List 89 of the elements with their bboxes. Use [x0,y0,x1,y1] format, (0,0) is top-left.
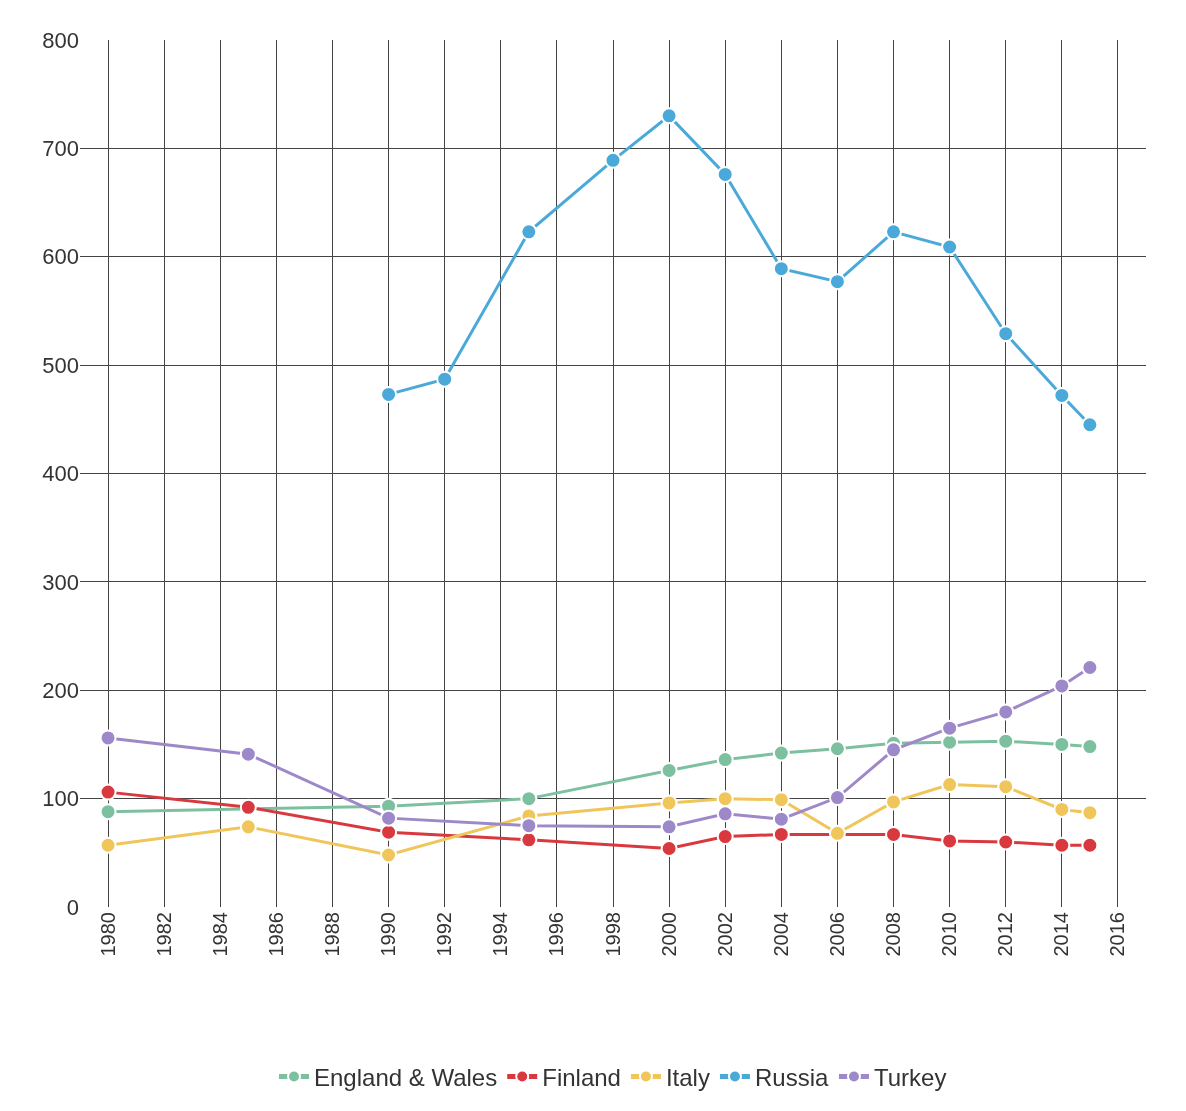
x-tick-label: 2000 [657,912,680,957]
point [99,783,117,801]
point [885,223,903,241]
point [772,810,790,828]
y-tick-label: 600 [42,244,79,270]
legend-label: Italy [665,1063,710,1091]
point [716,751,734,769]
point [941,776,959,794]
point [660,839,678,857]
point [772,825,790,843]
y-tick-label: 800 [42,27,79,53]
point [1081,416,1099,434]
y-tick-label: 0 [66,894,79,920]
point [660,107,678,125]
point [1053,386,1071,404]
x-tick-label: 1982 [152,912,175,957]
x-tick-label: 1992 [433,912,456,957]
point [885,825,903,843]
point [604,151,622,169]
point [660,761,678,779]
y-tick-label: 200 [42,677,79,703]
y-tick-label: 100 [42,786,79,812]
point [828,740,846,758]
x-tick-label: 1998 [601,912,624,957]
x-tick-label: 1996 [545,912,568,957]
point [1081,804,1099,822]
x-tick-label: 1986 [264,912,287,957]
point [1081,836,1099,854]
point [997,325,1015,343]
y-tick-label: 500 [42,352,79,378]
x-tick-label: 2014 [1050,912,1073,957]
x-tick-label: 2002 [713,912,736,957]
x-tick-label: 2012 [994,912,1017,957]
point [716,805,734,823]
y-tick-label: 700 [42,136,79,162]
point [941,238,959,256]
point [772,791,790,809]
point [239,818,257,836]
point [772,744,790,762]
point [239,745,257,763]
point [885,741,903,759]
legend-label: Turkey [873,1063,947,1091]
point [997,833,1015,851]
x-tick-label: 1980 [96,912,119,957]
point [716,828,734,846]
x-tick-label: 2004 [769,912,792,957]
point [520,790,538,808]
y-tick-label: 400 [42,461,79,487]
x-tick-label: 2008 [882,912,905,957]
point [828,824,846,842]
point [828,789,846,807]
point [660,818,678,836]
point [99,836,117,854]
point [380,809,398,827]
x-tick-label: 1988 [320,912,343,957]
point [716,790,734,808]
point [520,817,538,835]
point [716,165,734,183]
point [99,729,117,747]
x-tick-label: 2010 [938,912,961,957]
x-tick-label: 1984 [208,912,231,957]
point [1053,735,1071,753]
point [1053,800,1071,818]
point [997,778,1015,796]
point [772,260,790,278]
point [997,732,1015,750]
point [520,223,538,241]
point [239,798,257,816]
point [828,273,846,291]
y-tick-label: 300 [42,569,79,595]
point [1053,677,1071,695]
point [885,793,903,811]
point [436,370,454,388]
legend-label: Russia [754,1063,829,1091]
legend-label: Finland [542,1063,621,1091]
point [99,803,117,821]
point [941,832,959,850]
x-tick-label: 1990 [377,912,400,957]
point [1053,836,1071,854]
x-tick-label: 2006 [825,912,848,957]
point [520,831,538,849]
point [997,703,1015,721]
point [941,719,959,737]
x-tick-label: 2016 [1106,912,1129,957]
x-tick-label: 1994 [489,912,512,957]
legend-label: England & Wales [314,1063,498,1091]
point [380,385,398,403]
point [380,846,398,864]
point [660,794,678,812]
